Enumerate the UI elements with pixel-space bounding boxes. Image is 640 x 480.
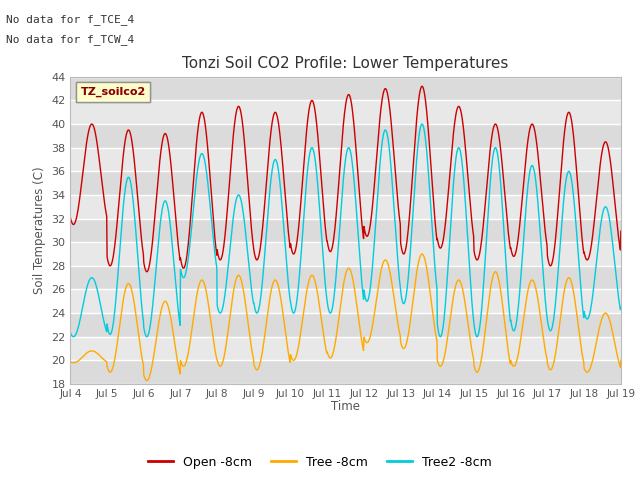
Bar xyxy=(70,360,621,384)
Legend: TZ_soilco2: TZ_soilco2 xyxy=(76,83,150,101)
Bar xyxy=(70,337,621,360)
Bar xyxy=(70,77,621,100)
Bar xyxy=(70,148,621,171)
Bar xyxy=(70,100,621,124)
Text: No data for f_TCW_4: No data for f_TCW_4 xyxy=(6,34,134,45)
Text: No data for f_TCE_4: No data for f_TCE_4 xyxy=(6,14,134,25)
Title: Tonzi Soil CO2 Profile: Lower Temperatures: Tonzi Soil CO2 Profile: Lower Temperatur… xyxy=(182,57,509,72)
Bar xyxy=(70,195,621,218)
Bar xyxy=(70,124,621,148)
X-axis label: Time: Time xyxy=(331,400,360,413)
Legend: Open -8cm, Tree -8cm, Tree2 -8cm: Open -8cm, Tree -8cm, Tree2 -8cm xyxy=(143,451,497,474)
Bar xyxy=(70,266,621,289)
Bar xyxy=(70,242,621,266)
Bar xyxy=(70,313,621,337)
Y-axis label: Soil Temperatures (C): Soil Temperatures (C) xyxy=(33,167,45,294)
Bar xyxy=(70,171,621,195)
Bar xyxy=(70,218,621,242)
Bar xyxy=(70,289,621,313)
